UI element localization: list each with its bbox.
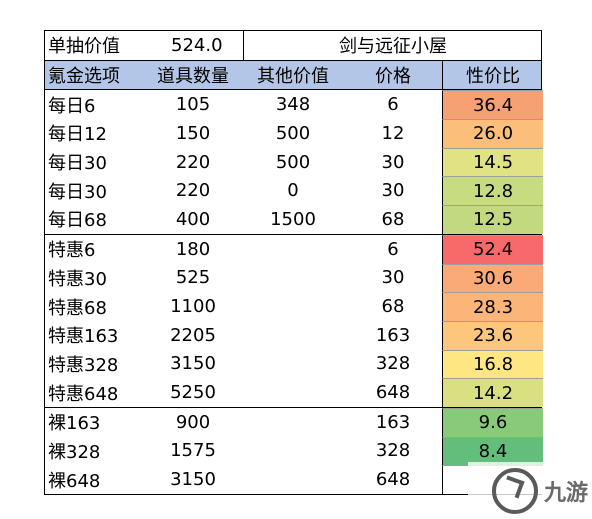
- quantity-cell: 3150: [170, 353, 216, 375]
- other-value-cell: 0: [287, 180, 299, 202]
- watermark-text: 九游: [544, 480, 589, 506]
- option-cell: 每日30: [48, 153, 107, 175]
- title-row: 单抽价值 524.0 剑与远征小屋: [44, 30, 542, 60]
- quantity-cell: 1575: [170, 440, 216, 462]
- jiuyou-logo-icon: [492, 467, 538, 514]
- option-cell: 特惠648: [48, 383, 119, 405]
- price-cell: 6: [387, 94, 399, 116]
- header-row: 氪金选项 道具数量 其他价值 价格 性价比: [44, 59, 543, 90]
- other-value-cell: [241, 321, 345, 350]
- spreadsheet: 单抽价值 524.0 剑与远征小屋 氪金选项 道具数量 其他价值 价格 性价比 …: [44, 30, 543, 495]
- other-value-cell: [241, 264, 345, 293]
- header-price: 价格: [375, 66, 411, 88]
- option-cell: 特惠68: [48, 297, 107, 319]
- value-ratio-cell: 16.8: [442, 349, 543, 379]
- option-cell: 特惠328: [48, 354, 119, 376]
- value-ratio-cell: 14.5: [442, 147, 543, 177]
- quantity-cell: 220: [175, 180, 211, 202]
- option-cell: 特惠163: [48, 326, 119, 348]
- quantity-cell: 2205: [170, 324, 216, 346]
- header-value-ratio: 性价比: [442, 60, 543, 90]
- option-cell: 裸328: [48, 441, 101, 463]
- header-option: 氪金选项: [48, 66, 120, 88]
- quantity-cell: 900: [175, 411, 211, 433]
- price-cell: 12: [381, 122, 405, 144]
- table-row: 裸328 1575 328 8.4: [45, 436, 543, 466]
- value-ratio-cell: 36.4: [442, 90, 543, 120]
- other-value-cell: [241, 350, 345, 379]
- table-row: 每日6 105 348 6 36.4: [45, 89, 543, 120]
- other-value-cell: [241, 292, 345, 321]
- table-row: 每日30 220 0 30 12.8: [45, 176, 543, 206]
- price-cell: 68: [381, 296, 405, 318]
- price-cell: 30: [381, 267, 405, 289]
- value-ratio-cell: 28.3: [442, 292, 543, 321]
- other-value-cell: [241, 465, 345, 494]
- option-cell: 裸648: [48, 470, 101, 492]
- price-cell: 30: [381, 180, 405, 202]
- table-row: 特惠6 180 6 52.4: [45, 233, 543, 264]
- option-cell: 每日12: [48, 124, 107, 146]
- header-quantity: 道具数量: [157, 66, 229, 88]
- price-cell: 68: [381, 208, 405, 230]
- table-body: 每日6 105 348 6 36.4 每日12 150 500 12 26.0 每日30 220 500…: [44, 89, 543, 495]
- quantity-cell: 180: [175, 238, 211, 260]
- other-value-cell: [241, 408, 345, 437]
- value-ratio-cell: 26.0: [442, 119, 543, 148]
- option-cell: 特惠6: [48, 240, 96, 262]
- price-cell: 6: [387, 238, 399, 260]
- header-other-value: 其他价值: [257, 66, 329, 88]
- value-ratio-cell: 52.4: [442, 234, 543, 264]
- table-row: 裸648 3150 648: [45, 465, 543, 494]
- option-cell: 特惠30: [48, 268, 107, 290]
- value-ratio-cell: 12.8: [442, 176, 543, 206]
- other-value-cell: 348: [275, 94, 311, 116]
- value-ratio-cell: 12.5: [442, 205, 543, 234]
- option-cell: 每日6: [48, 95, 96, 117]
- price-cell: 30: [381, 151, 405, 173]
- table-row: 特惠163 2205 163 23.6: [45, 320, 543, 350]
- watermark: 九游: [468, 462, 592, 519]
- price-cell: 163: [375, 324, 411, 346]
- quantity-cell: 525: [175, 267, 211, 289]
- value-ratio-cell: 8.4: [442, 436, 543, 466]
- table-row: 特惠648 5250 648 14.2: [45, 378, 543, 407]
- site-name: 剑与远征小屋: [243, 31, 542, 60]
- table-row: 特惠328 3150 328 16.8: [45, 349, 543, 379]
- quantity-cell: 150: [175, 122, 211, 144]
- table-row: 特惠30 525 30 30.6: [45, 263, 543, 293]
- option-cell: 每日30: [48, 181, 107, 203]
- option-cell: 每日68: [48, 210, 107, 232]
- quantity-cell: 3150: [170, 469, 216, 491]
- title-label: 单抽价值: [48, 36, 120, 58]
- price-cell: 328: [375, 353, 411, 375]
- option-cell: 裸163: [48, 413, 101, 435]
- value-ratio-cell: 23.6: [442, 320, 543, 350]
- table-row: 特惠68 1100 68 28.3: [45, 292, 543, 321]
- other-value-cell: [241, 437, 345, 466]
- value-ratio-cell: 9.6: [442, 407, 543, 437]
- quantity-cell: 400: [175, 208, 211, 230]
- quantity-cell: 5250: [170, 382, 216, 404]
- table-row: 裸163 900 163 9.6: [45, 406, 543, 437]
- other-value-cell: 1500: [270, 208, 316, 230]
- quantity-cell: 1100: [170, 296, 216, 318]
- table-row: 每日30 220 500 30 14.5: [45, 147, 543, 177]
- other-value-cell: 500: [275, 122, 311, 144]
- table-row: 每日12 150 500 12 26.0: [45, 119, 543, 148]
- price-cell: 328: [375, 440, 411, 462]
- price-cell: 648: [375, 382, 411, 404]
- price-cell: 163: [375, 411, 411, 433]
- title-value: 524.0: [171, 34, 223, 56]
- quantity-cell: 105: [175, 94, 211, 116]
- table-row: 每日68 400 1500 68 12.5: [45, 205, 543, 234]
- value-ratio-cell: 14.2: [442, 378, 543, 407]
- price-cell: 648: [375, 469, 411, 491]
- other-value-cell: [241, 235, 345, 264]
- other-value-cell: [241, 378, 345, 407]
- quantity-cell: 220: [175, 151, 211, 173]
- value-ratio-cell: 30.6: [442, 263, 543, 293]
- other-value-cell: 500: [275, 151, 311, 173]
